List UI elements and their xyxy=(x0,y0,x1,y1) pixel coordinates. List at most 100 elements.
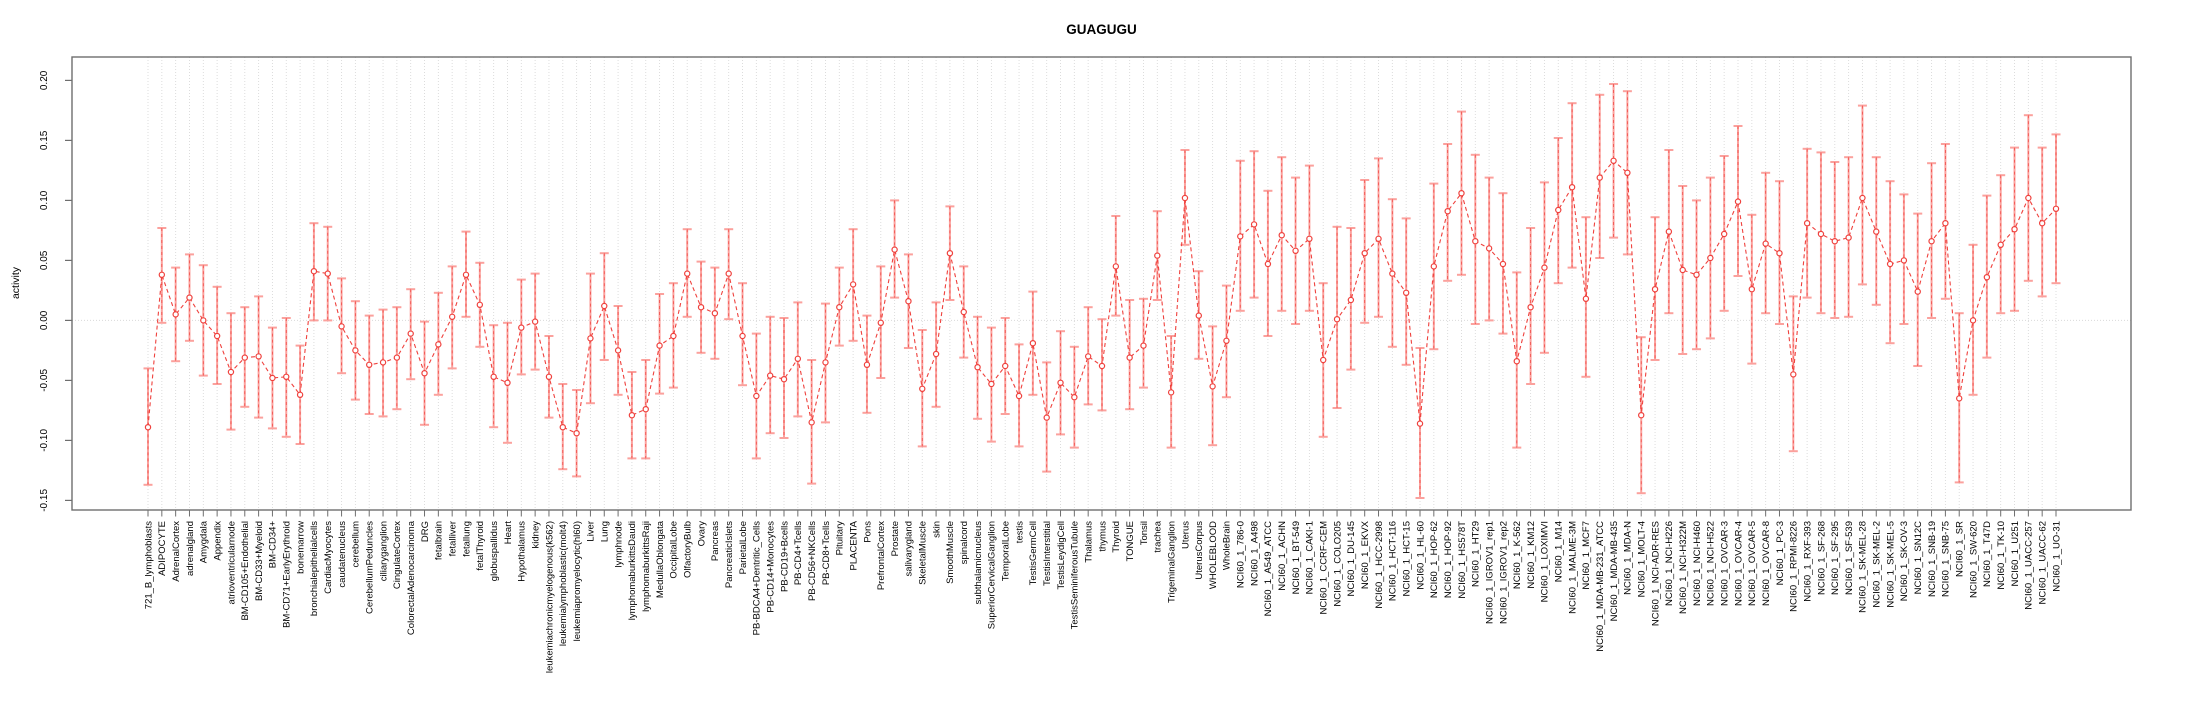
data-point xyxy=(587,335,594,342)
x-tick-label: TestisInterstitial xyxy=(1042,521,1053,586)
data-point xyxy=(614,347,622,354)
x-tick-label: atrioventricularnode xyxy=(226,521,237,604)
data-point xyxy=(144,424,152,431)
x-tick-label: Appendix xyxy=(212,521,223,561)
data-point xyxy=(628,412,636,419)
data-point xyxy=(697,304,705,311)
data-point xyxy=(670,332,677,340)
x-tick-label: NCI60_1_TK-10 xyxy=(1996,521,2007,590)
x-tick-label: Pituitary xyxy=(835,521,846,556)
x-tick-label: testis xyxy=(1014,521,1025,543)
data-point xyxy=(1914,288,1921,295)
x-tick-label: ciliaryganglion xyxy=(378,521,389,581)
x-tick-label: PB-CD14+Monocytes xyxy=(765,521,776,613)
x-tick-label: thymus xyxy=(1097,521,1108,552)
x-tick-label: NCI60_1_ACHN xyxy=(1277,521,1288,591)
data-point xyxy=(932,350,940,358)
data-point xyxy=(725,270,732,277)
data-point xyxy=(1416,420,1424,427)
data-point xyxy=(1734,198,1742,205)
x-tick-label: NCI60_1_IGROV1_rep2 xyxy=(1498,521,1509,624)
gridlines xyxy=(72,57,2131,510)
data-point xyxy=(711,310,719,317)
data-point xyxy=(1776,249,1783,257)
data-point xyxy=(1154,252,1161,259)
x-tick-label: NCI60_1_UO-31 xyxy=(2051,521,2062,592)
x-tick-label: OccipitalLobe xyxy=(669,521,680,579)
y-axis: 0.20 0.15 0.10 0.05 0.00 -0.05 -0.10 -0.15 xyxy=(39,70,72,512)
x-tick-label: Thyroid xyxy=(1111,521,1122,553)
x-tick-label: NCI60_1_HCT-116 xyxy=(1388,521,1399,601)
data-point xyxy=(1237,233,1244,240)
data-point xyxy=(172,311,179,318)
x-tick-label: NCI60_1_DU-145 xyxy=(1346,521,1357,597)
data-point xyxy=(158,271,166,278)
x-tick-label: Lung xyxy=(600,521,611,542)
x-tick-label: DRG xyxy=(420,521,431,542)
x-tick-label: SkeletalMuscle xyxy=(918,521,929,585)
data-point xyxy=(1444,207,1451,215)
x-tick-label: TestisLeydigCell xyxy=(1056,521,1067,590)
data-point xyxy=(905,298,912,305)
chart-title: GUAGUGU xyxy=(1066,22,1137,37)
data-point xyxy=(1430,263,1438,270)
data-point xyxy=(1873,228,1880,235)
data-point xyxy=(255,353,262,360)
x-tick-label: ADIPOCYTE xyxy=(157,521,168,576)
x-tick-label: spinalcord xyxy=(959,521,970,564)
y-tick-label: 0.15 xyxy=(39,130,50,150)
data-point xyxy=(2052,205,2060,212)
data-point xyxy=(1043,414,1050,421)
data-point xyxy=(1264,260,1272,268)
y-tick-label: -0.05 xyxy=(39,369,50,392)
data-point xyxy=(794,355,802,362)
data-point xyxy=(946,249,954,257)
x-tick-label: NCI60_1_RXF-393 xyxy=(1802,521,1813,602)
x-tick-label: NCI60_1_EKVX xyxy=(1360,520,1371,589)
data-points xyxy=(144,157,2060,437)
x-tick-label: NCI60_1_MDA-MB-435 xyxy=(1609,521,1620,621)
x-tick-label: Hypothalamus xyxy=(517,521,528,582)
x-tick-label: CardiacMyocytes xyxy=(323,521,334,594)
data-point xyxy=(1693,271,1700,278)
data-point xyxy=(1720,230,1728,238)
data-point xyxy=(1596,174,1603,181)
x-tick-label: OlfactoryBulb xyxy=(683,521,694,578)
x-tick-label: NCI60_1_T47D xyxy=(1982,521,1993,587)
data-point xyxy=(1002,362,1009,370)
data-point xyxy=(1679,266,1686,274)
data-point xyxy=(296,391,304,398)
data-point xyxy=(1292,247,1299,254)
data-point xyxy=(1610,157,1617,164)
data-point xyxy=(1250,221,1258,228)
data-point xyxy=(559,424,566,431)
data-point xyxy=(1997,241,2004,248)
x-tick-label: NCI60_1_UACC-257 xyxy=(2024,521,2035,610)
x-tick-label: Liver xyxy=(586,521,597,542)
data-point xyxy=(310,268,318,275)
data-point xyxy=(1928,237,1935,245)
data-point xyxy=(753,392,760,400)
x-tick-label: cerebellum xyxy=(351,521,362,568)
data-point xyxy=(1375,235,1382,242)
data-point xyxy=(462,271,470,278)
data-point xyxy=(960,308,967,316)
x-tick-label: PB-CD8+Tcells xyxy=(821,521,832,585)
x-tick-label: adrenalgland xyxy=(185,521,196,576)
x-tick-label: TestisGermCell xyxy=(1028,521,1039,585)
x-tick-label: SmoothMuscle xyxy=(945,521,956,584)
x-tick-label: Heart xyxy=(503,521,514,545)
data-point xyxy=(1389,270,1396,277)
x-tick-label: PB-CD19+Bcells xyxy=(779,521,790,592)
x-tick-label: Pancreas xyxy=(710,521,721,561)
x-tick-label: PB-CD4+Tcells xyxy=(793,521,804,585)
x-tick-label: NCI60_1_NCI-H460 xyxy=(1692,521,1703,606)
data-point xyxy=(338,323,345,330)
data-point xyxy=(1886,260,1894,268)
data-point xyxy=(863,361,871,368)
x-tick-label: lymphnode xyxy=(613,521,624,567)
x-tick-label: PancreaticIslets xyxy=(724,521,735,588)
data-point xyxy=(1126,354,1133,361)
x-tick-label: Thalamus xyxy=(1083,521,1094,563)
